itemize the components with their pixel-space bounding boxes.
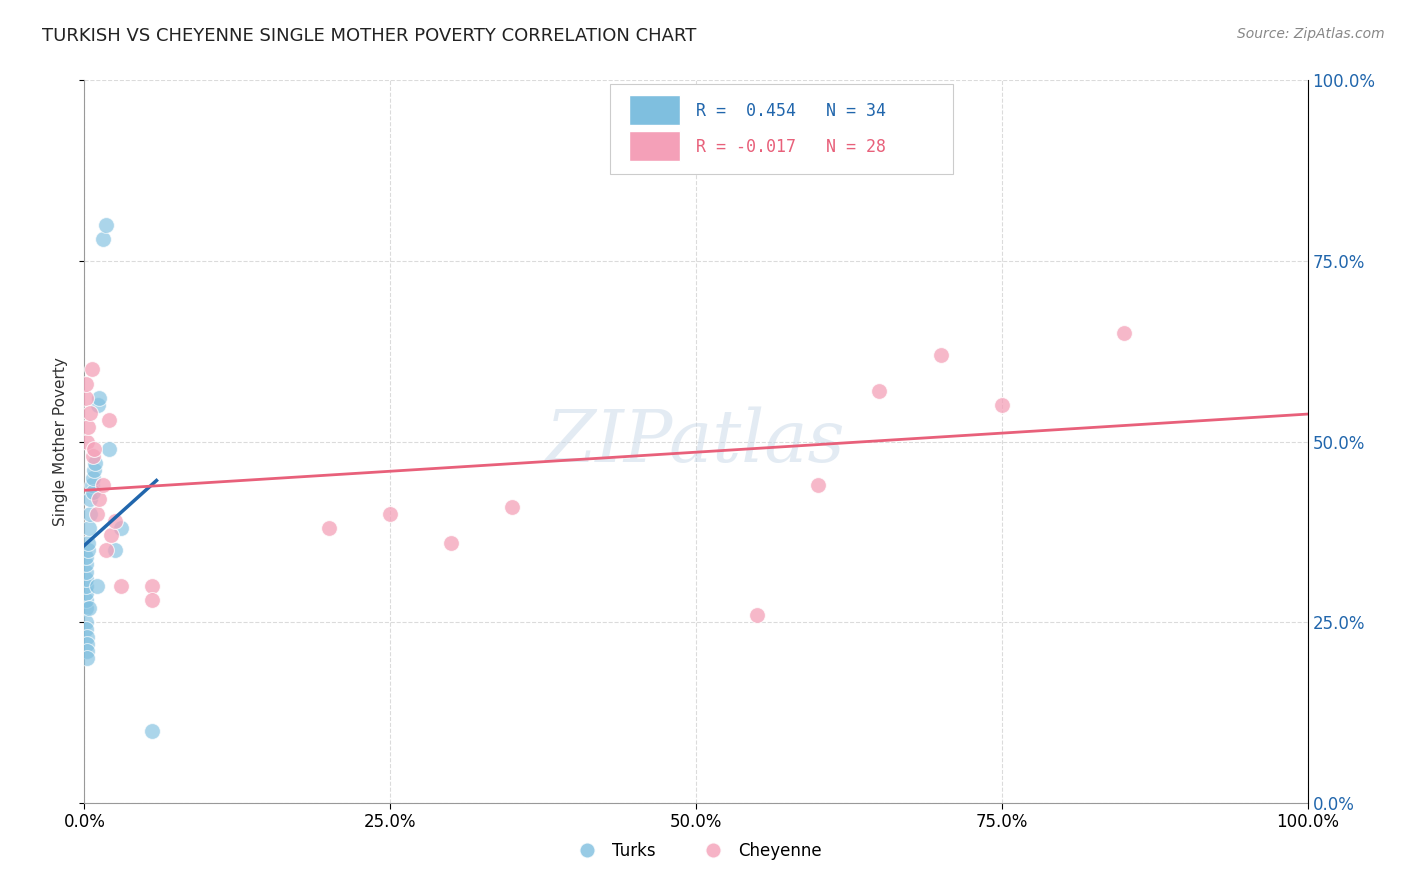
Point: [76, 434, 98, 449]
Point: [747, 607, 769, 622]
Point: [110, 521, 132, 535]
Point: [91, 232, 114, 246]
Point: [76, 637, 98, 651]
Point: [929, 348, 952, 362]
Point: [96, 218, 118, 232]
FancyBboxPatch shape: [610, 84, 953, 174]
Point: [75, 579, 97, 593]
Point: [77, 420, 100, 434]
Point: [83, 442, 105, 456]
Point: [75, 391, 97, 405]
Point: [75, 600, 97, 615]
Point: [75, 623, 97, 637]
Point: [80, 478, 103, 492]
Point: [77, 600, 100, 615]
Point: [79, 406, 101, 420]
Point: [77, 521, 100, 535]
Point: [87, 492, 110, 507]
Point: [77, 535, 100, 549]
Point: [76, 644, 98, 658]
Point: [84, 456, 107, 470]
Text: ZIPatlas: ZIPatlas: [546, 406, 846, 477]
Point: [75, 550, 97, 565]
Point: [86, 579, 108, 593]
Point: [75, 565, 97, 579]
Point: [75, 586, 97, 600]
FancyBboxPatch shape: [628, 95, 681, 125]
Point: [76, 651, 98, 665]
Point: [79, 492, 101, 507]
Text: TURKISH VS CHEYENNE SINGLE MOTHER POVERTY CORRELATION CHART: TURKISH VS CHEYENNE SINGLE MOTHER POVERT…: [42, 27, 696, 45]
Point: [440, 535, 463, 549]
Text: R =  0.454   N = 34: R = 0.454 N = 34: [696, 103, 886, 120]
Point: [75, 572, 97, 586]
Point: [83, 463, 105, 477]
Point: [104, 514, 127, 528]
Point: [141, 723, 163, 738]
Text: Source: ZipAtlas.com: Source: ZipAtlas.com: [1237, 27, 1385, 41]
Point: [110, 579, 132, 593]
Point: [75, 558, 97, 572]
Point: [75, 593, 97, 607]
Point: [991, 398, 1014, 412]
Point: [75, 615, 97, 630]
Point: [100, 528, 122, 542]
Point: [97, 442, 120, 456]
Point: [807, 478, 830, 492]
Point: [82, 485, 104, 500]
Point: [82, 471, 104, 485]
Point: [87, 398, 110, 412]
Point: [97, 413, 120, 427]
Point: [96, 542, 118, 557]
Point: [1114, 326, 1136, 341]
Point: [502, 500, 524, 514]
Point: [76, 630, 98, 644]
Legend: Turks, Cheyenne: Turks, Cheyenne: [564, 836, 828, 867]
Point: [77, 542, 100, 557]
Point: [380, 507, 402, 521]
Text: R = -0.017   N = 28: R = -0.017 N = 28: [696, 138, 886, 156]
FancyBboxPatch shape: [628, 131, 681, 161]
Point: [82, 449, 104, 463]
Point: [91, 478, 114, 492]
Point: [86, 507, 108, 521]
Point: [87, 391, 110, 405]
Point: [75, 376, 97, 391]
Point: [141, 593, 163, 607]
Point: [79, 507, 101, 521]
Y-axis label: Single Mother Poverty: Single Mother Poverty: [53, 357, 69, 526]
Point: [141, 579, 163, 593]
Point: [80, 362, 103, 376]
Point: [318, 521, 340, 535]
Point: [104, 542, 127, 557]
Point: [869, 384, 891, 398]
